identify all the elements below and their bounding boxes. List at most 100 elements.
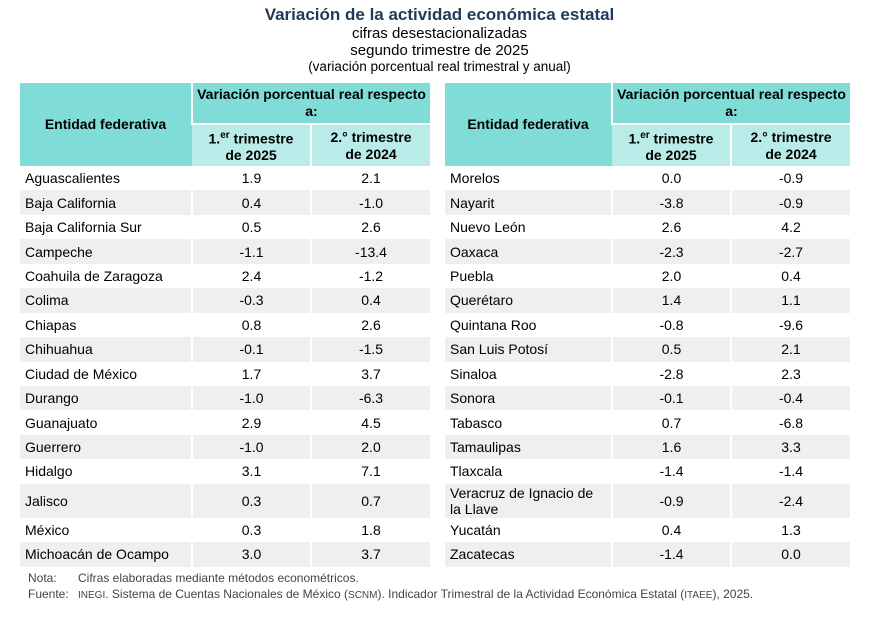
value-quarterly: 0.8 — [191, 312, 311, 338]
value-annual: -2.4 — [730, 483, 850, 518]
value-annual: -1.5 — [310, 337, 430, 362]
value-quarterly: 0.5 — [191, 214, 311, 240]
entity-name: Nuevo León — [450, 219, 526, 236]
entity-name: Hidalgo — [25, 463, 73, 480]
table-row: Colima -0.3 0.4 — [20, 288, 430, 313]
table-row: Guerrero -1.0 2.0 — [20, 434, 430, 460]
value-quarterly: 2.6 — [611, 214, 731, 240]
table-row: Aguascalientes 1.9 2.1 — [20, 166, 430, 191]
table-row: San Luis Potosí 0.5 2.1 — [445, 337, 850, 362]
value-annual: 0.4 — [310, 288, 430, 313]
value-annual: 0.4 — [730, 263, 850, 289]
value-annual: -1.2 — [310, 263, 430, 289]
value-annual: 4.5 — [310, 410, 430, 435]
value-quarterly: 0.7 — [611, 410, 731, 435]
value-annual: 2.6 — [310, 312, 430, 338]
entity-name: Durango — [20, 385, 192, 411]
entity-name: Ciudad de México — [25, 365, 138, 382]
header-entity: Entidad federativa — [20, 83, 192, 166]
title-block: Variación de la actividad económica esta… — [0, 4, 879, 75]
entity-name: San Luis Potosí — [445, 337, 612, 362]
entity-name: Guerrero — [20, 434, 192, 460]
table-row: Chiapas 0.8 2.6 — [20, 312, 430, 338]
value-annual: -0.4 — [730, 385, 850, 411]
value-quarterly: 1.4 — [611, 288, 731, 313]
value-annual: 7.1 — [310, 459, 430, 484]
page-title: Variación de la actividad económica esta… — [264, 5, 615, 24]
value-quarterly: 2.9 — [191, 410, 311, 435]
value-quarterly: -0.1 — [191, 337, 311, 362]
table-right: Entidad federativa Variación porcentual … — [445, 83, 850, 567]
entity-name: Tlaxcala — [450, 463, 503, 480]
table-row: México 0.3 1.8 — [20, 517, 430, 543]
subtitle: cifras desestacionalizadas — [351, 25, 528, 42]
value-annual: 1.1 — [730, 288, 850, 313]
table-row: Michoacán de Ocampo 3.0 3.7 — [20, 542, 430, 567]
header-q1-2025: 1.er trimestre de 2025 — [612, 124, 731, 166]
table-row: Campeche -1.1 -13.4 — [20, 239, 430, 264]
value-annual: -9.6 — [730, 312, 850, 338]
value-quarterly: -2.8 — [611, 361, 731, 386]
value-annual: -2.7 — [730, 239, 850, 264]
entity-name: Tabasco — [450, 414, 503, 431]
value-quarterly: 0.4 — [191, 190, 311, 215]
value-quarterly: 1.6 — [611, 434, 731, 460]
value-quarterly: -1.0 — [191, 434, 311, 460]
entity-name: Aguascalientes — [25, 170, 120, 187]
table-row: Tabasco 0.7 -6.8 — [445, 410, 850, 435]
value-annual: 0.7 — [310, 483, 430, 518]
table-row: Nayarit -3.8 -0.9 — [445, 190, 850, 215]
value-annual: -1.0 — [310, 190, 430, 215]
value-annual: -6.3 — [310, 385, 430, 411]
header-group: Variación porcentual real respecto a: — [191, 83, 430, 125]
subtitle: (variación porcentual real trimestral y … — [308, 59, 571, 74]
value-quarterly: -1.0 — [191, 385, 311, 411]
entity-name: Nayarit — [445, 190, 612, 215]
entity-name: Baja California — [20, 190, 192, 215]
table-left: Entidad federativa Variación porcentual … — [20, 83, 430, 567]
value-annual: 3.3 — [730, 434, 850, 460]
value-quarterly: -3.8 — [611, 190, 731, 215]
value-quarterly: 1.9 — [191, 166, 311, 191]
value-annual: 2.1 — [310, 166, 430, 191]
value-quarterly: 0.3 — [191, 517, 311, 543]
table-row: Chihuahua -0.1 -1.5 — [20, 337, 430, 362]
entity-name: Michoacán de Ocampo — [20, 542, 192, 567]
value-annual: 2.0 — [310, 434, 430, 460]
table-row: Ciudad de México 1.7 3.7 — [20, 361, 430, 386]
table-row: Hidalgo 3.1 7.1 — [20, 459, 430, 484]
value-quarterly: 2.4 — [191, 263, 311, 289]
entity-name: Oaxaca — [445, 239, 612, 264]
entity-name: Sinaloa — [450, 365, 497, 382]
table-row: Yucatán 0.4 1.3 — [445, 517, 850, 543]
value-quarterly: 1.7 — [191, 361, 311, 386]
entity-name: Chihuahua — [20, 337, 192, 362]
header-entity: Entidad federativa — [445, 83, 612, 166]
subtitle: segundo trimestre de 2025 — [350, 42, 529, 59]
entity-name: Colima — [20, 288, 192, 313]
source: Fuente: INEGI. Sistema de Cuentas Naciona… — [28, 587, 754, 601]
value-annual: 1.3 — [730, 517, 850, 543]
value-annual: 2.3 — [730, 361, 850, 386]
entity-name: Coahuila de Zaragoza — [25, 267, 163, 284]
table-row: Jalisco 0.3 0.7 — [20, 483, 430, 518]
value-annual: -1.4 — [730, 459, 850, 484]
value-annual: 1.8 — [310, 517, 430, 543]
entity-name: Morelos — [450, 170, 500, 187]
table-row: Coahuila de Zaragoza 2.4 -1.2 — [20, 263, 430, 289]
value-quarterly: 2.0 — [611, 263, 731, 289]
value-annual: 3.7 — [310, 542, 430, 567]
entity-name: México — [25, 521, 70, 538]
table-row: Nuevo León 2.6 4.2 — [445, 214, 850, 240]
entity-name: Querétaro — [445, 288, 612, 313]
table-row: Sinaloa -2.8 2.3 — [445, 361, 850, 386]
value-annual: -6.8 — [730, 410, 850, 435]
entity-name: Puebla — [450, 267, 494, 284]
value-quarterly: 0.0 — [611, 166, 731, 191]
table-row: Sonora -0.1 -0.4 — [445, 385, 850, 411]
value-annual: -0.9 — [730, 166, 850, 191]
value-quarterly: 0.4 — [611, 517, 731, 543]
entity-name: Guanajuato — [25, 414, 98, 431]
value-annual: 2.6 — [310, 214, 430, 240]
table-row: Querétaro 1.4 1.1 — [445, 288, 850, 313]
